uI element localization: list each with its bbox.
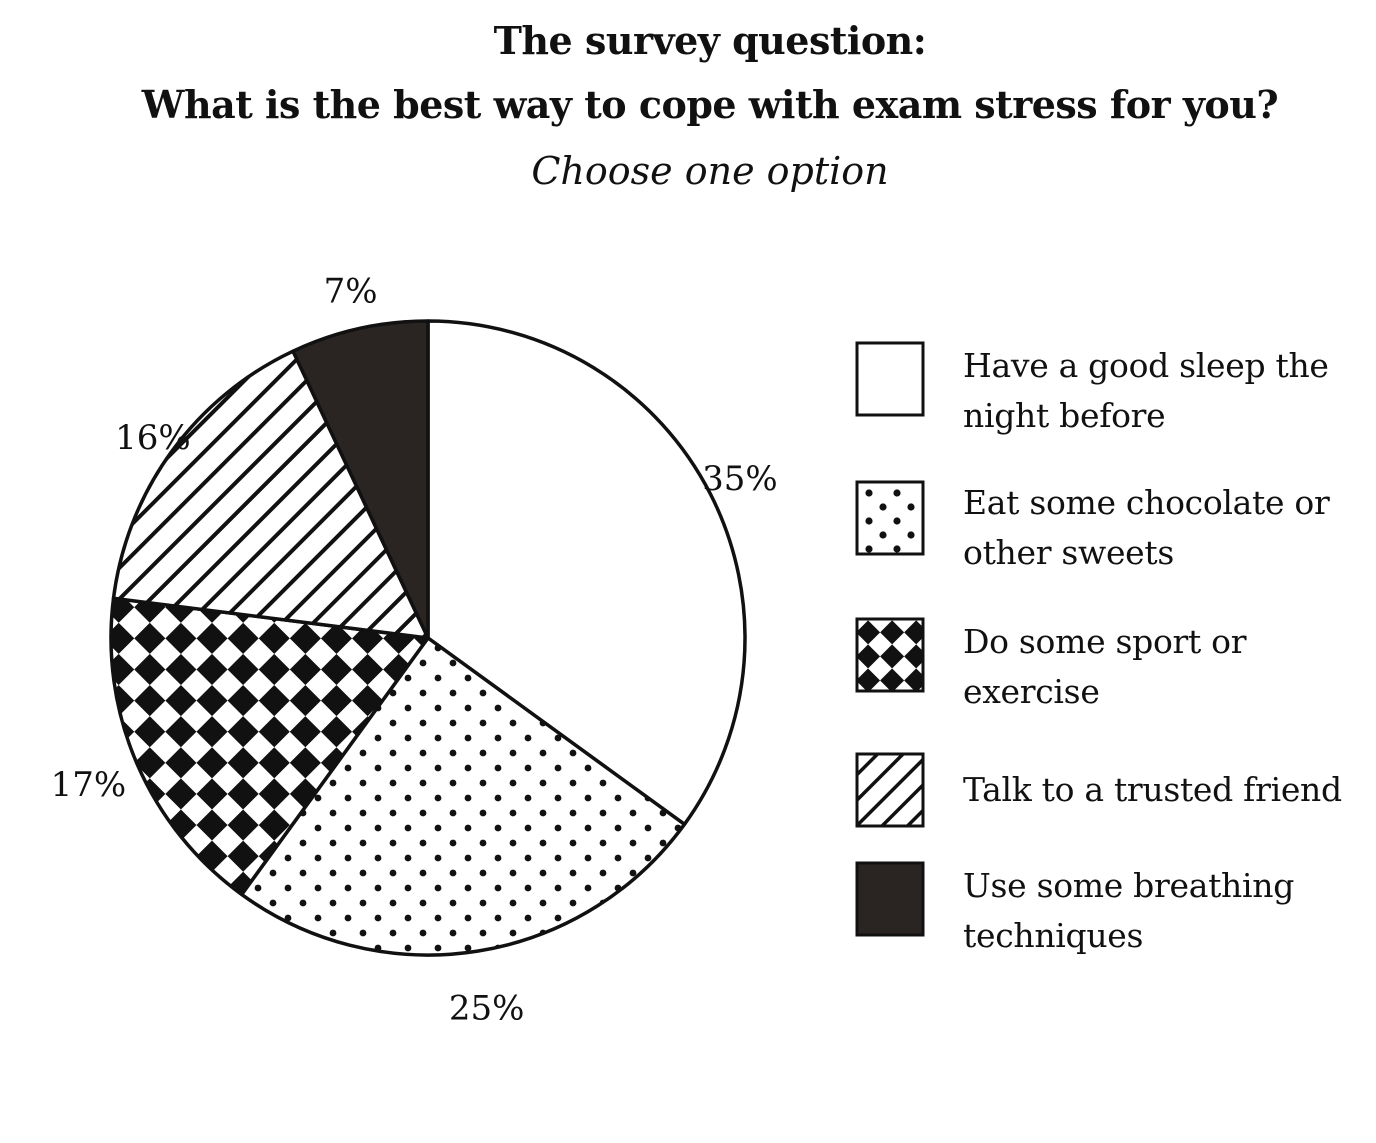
legend-swatch-sleep	[855, 341, 925, 417]
legend-label-line: Eat some chocolate or	[963, 483, 1330, 522]
legend-swatches	[855, 341, 925, 937]
legend-label-line: exercise	[963, 672, 1100, 711]
legend-label-line: Have a good sleep the	[963, 346, 1329, 385]
legend-label-breathing: Use some breathing techniques	[963, 861, 1363, 961]
legend-label-sweets: Eat some chocolate or other sweets	[963, 478, 1363, 578]
chart-title-line-1: The survey question:	[493, 18, 927, 63]
legend-label-line: night before	[963, 396, 1166, 435]
legend-label-friend: Talk to a trusted friend	[963, 765, 1363, 815]
pie-slice-sleep	[426, 319, 747, 827]
legend-swatch-friend	[855, 752, 925, 828]
legend-label-line: techniques	[963, 916, 1144, 955]
chart-title-line-2: What is the best way to cope with exam s…	[141, 82, 1279, 127]
legend-label-line: Do some sport or	[963, 622, 1247, 661]
chart-subtitle: Choose one option	[531, 149, 889, 193]
legend-label-line: Use some breathing	[963, 866, 1295, 905]
pie-value-label-sleep: 35%	[702, 459, 778, 499]
legend-label-sleep: Have a good sleep the night before	[963, 341, 1363, 441]
pie-value-labels: 35% 25% 17% 16% 7%	[51, 272, 778, 1029]
legend-swatch-sweets	[855, 480, 925, 556]
pie-slices	[109, 319, 747, 957]
legend-swatch-breathing	[855, 861, 925, 937]
pie-slice-breathing	[291, 319, 430, 640]
pie-value-label-breathing: 7%	[324, 272, 378, 312]
legend-swatch-sport	[855, 617, 925, 693]
legend-label-sport: Do some sport or exercise	[963, 617, 1363, 717]
pie-slice-sport	[109, 596, 430, 897]
pie-value-label-sport: 17%	[51, 765, 127, 805]
pie-value-label-sweets: 25%	[449, 988, 525, 1028]
legend-label-line: Talk to a trusted friend	[963, 770, 1342, 809]
pie-slice-sweets	[239, 636, 687, 957]
legend-label-line: other sweets	[963, 533, 1175, 572]
pie-value-label-friend: 16%	[115, 418, 191, 458]
pie-slice-friend	[111, 349, 430, 640]
